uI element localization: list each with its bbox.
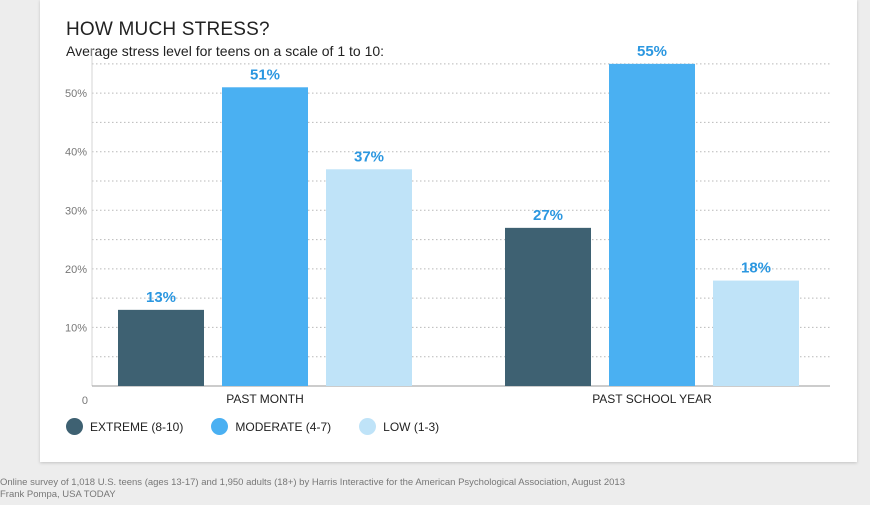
legend-item-extreme: EXTREME (8-10) [66, 418, 183, 435]
legend-swatch-extreme [66, 418, 83, 435]
legend-item-low: LOW (1-3) [359, 418, 439, 435]
credit-text: Frank Pompa, USA TODAY [0, 489, 625, 501]
y-tick-label: 50% [65, 88, 87, 100]
legend-label-extreme: EXTREME (8-10) [90, 420, 183, 434]
legend-label-moderate: MODERATE (4-7) [235, 420, 331, 434]
bar-extreme [505, 228, 591, 386]
bar-value-label: 37% [354, 148, 384, 165]
source-text: Online survey of 1,018 U.S. teens (ages … [0, 477, 625, 489]
bar-value-label: 18% [741, 260, 771, 277]
bar-extreme [118, 310, 204, 386]
legend-swatch-low [359, 418, 376, 435]
bar-value-label: 55% [637, 43, 667, 60]
bar-low [713, 281, 799, 386]
y-tick-label: 0 [82, 395, 88, 407]
source-note: Online survey of 1,018 U.S. teens (ages … [0, 477, 625, 501]
category-label: PAST SCHOOL YEAR [592, 392, 712, 406]
bar-low [326, 169, 412, 386]
y-tick-label: 20% [65, 264, 87, 276]
y-tick-label: 30% [65, 205, 87, 217]
chart-legend: EXTREME (8-10) MODERATE (4-7) LOW (1-3) [66, 418, 467, 435]
bar-value-label: 13% [146, 289, 176, 306]
y-tick-label: 40% [65, 147, 87, 159]
y-tick-label: 10% [65, 322, 87, 334]
legend-swatch-moderate [211, 418, 228, 435]
legend-label-low: LOW (1-3) [383, 420, 439, 434]
bar-value-label: 27% [533, 207, 563, 224]
bar-moderate [609, 64, 695, 386]
category-label: PAST MONTH [226, 392, 304, 406]
bar-value-label: 51% [250, 66, 280, 83]
bar-moderate [222, 87, 308, 386]
legend-item-moderate: MODERATE (4-7) [211, 418, 331, 435]
